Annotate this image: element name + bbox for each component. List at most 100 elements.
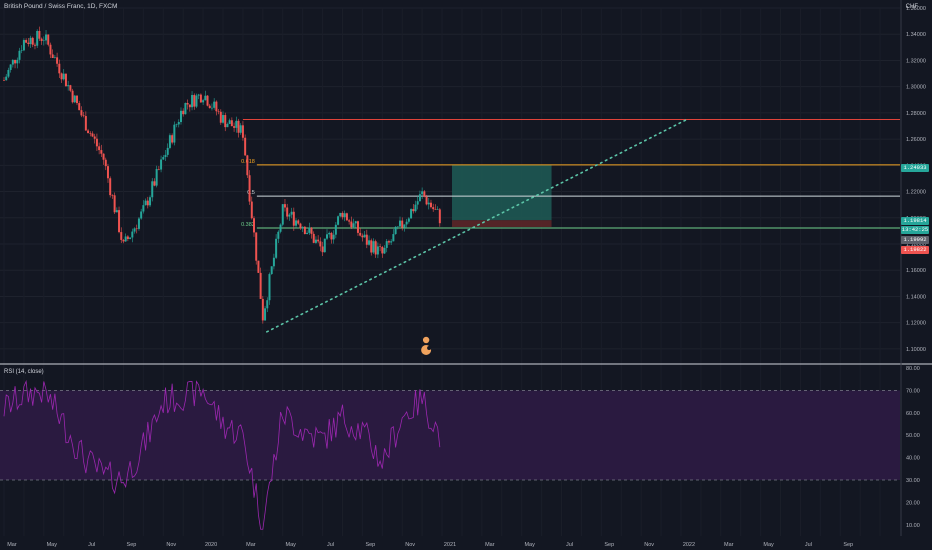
candle-body (84, 116, 87, 131)
candle-body (69, 85, 72, 91)
x-tick-label: May (47, 542, 58, 548)
candle-body (184, 102, 187, 115)
price-tag-current: 1.19814 (901, 217, 929, 225)
candle-body (87, 130, 90, 134)
candle-body (31, 37, 34, 45)
candle-body (164, 154, 167, 158)
candle-body (91, 133, 94, 137)
candle-body (275, 238, 278, 258)
candle-body (191, 95, 194, 108)
candle-body (38, 30, 41, 39)
x-tick-label: 2022 (683, 542, 695, 548)
candle-body (36, 30, 39, 46)
candle-body (188, 104, 191, 108)
candle-body (120, 232, 123, 240)
rsi-indicator-label[interactable]: RSI (14, close) (4, 369, 44, 375)
candle-body (182, 110, 185, 115)
candle-body (206, 95, 209, 106)
rsi-tick-label: 50.00 (906, 433, 920, 439)
candle-body (3, 80, 5, 81)
candle-body (372, 241, 375, 253)
candle-body (160, 159, 163, 170)
x-tick-label: Nov (644, 542, 654, 548)
candle-body (25, 40, 28, 43)
candle-body (295, 220, 298, 226)
candle-body (376, 246, 379, 255)
candle-body (197, 94, 200, 96)
candle-body (113, 195, 116, 213)
candle-body (303, 226, 306, 235)
candle-body (348, 220, 351, 222)
fib-5-label: 0.5 (247, 190, 255, 196)
candle-body (58, 63, 61, 74)
candle-body (337, 216, 340, 225)
currency-label: CHF (905, 4, 918, 10)
candle-body (323, 238, 326, 253)
candle-body (392, 234, 395, 242)
candle-body (7, 69, 10, 77)
x-tick-label: May (763, 542, 774, 548)
candle-body (42, 40, 45, 42)
stop-loss-zone (452, 220, 552, 227)
candle-body (173, 124, 176, 143)
candle-body (149, 197, 152, 206)
candle-body (157, 168, 160, 170)
candle-body (299, 223, 302, 229)
candle-body (363, 234, 366, 238)
rsi-line (3, 379, 441, 530)
candle-body (261, 298, 264, 321)
candle-body (332, 234, 335, 240)
candle-body (135, 228, 138, 230)
candle-body (401, 220, 404, 228)
candle-body (171, 135, 174, 143)
candle-body (390, 241, 393, 243)
candle-body (308, 227, 311, 233)
candle-body (432, 207, 435, 210)
x-tick-label: Mar (7, 542, 17, 548)
candle-body (179, 110, 182, 123)
candle-body (146, 200, 149, 206)
candle-body (71, 90, 74, 103)
candle-body (131, 231, 134, 238)
candle-body (235, 120, 238, 128)
x-tick-label: Sep (843, 542, 853, 548)
candle-body (100, 150, 103, 154)
y-tick-label: 1.10000 (906, 347, 926, 353)
x-tick-label: Mar (485, 542, 495, 548)
candle-body (11, 59, 14, 65)
y-tick-label: 1.32000 (906, 58, 926, 64)
x-tick-label: Nov (166, 542, 176, 548)
candle-body (151, 181, 154, 198)
rsi-tick-label: 10.00 (906, 523, 920, 529)
x-tick-label: Nov (405, 542, 415, 548)
candle-body (281, 204, 284, 225)
y-tick-label: 1.34000 (906, 32, 926, 38)
candle-body (102, 153, 105, 160)
candle-body (140, 211, 143, 219)
candle-body (416, 201, 419, 205)
candle-body (421, 191, 424, 195)
candle-body (162, 157, 165, 160)
candle-body (412, 209, 415, 212)
rsi-tick-label: 30.00 (906, 478, 920, 484)
candle-body (49, 44, 52, 55)
candle-body (310, 227, 313, 234)
candle-body (292, 211, 295, 226)
candle-body (199, 94, 202, 103)
candle-body (124, 236, 127, 242)
candle-body (341, 212, 344, 218)
candle-body (414, 204, 417, 212)
candle-body (62, 73, 65, 80)
x-tick-label: Mar (246, 542, 256, 548)
x-tick-label: Jul (566, 542, 573, 548)
candle-body (328, 232, 331, 235)
candle-body (177, 122, 180, 125)
candle-body (246, 155, 249, 176)
candle-body (27, 42, 30, 45)
candle-body (297, 220, 300, 224)
candle-body (142, 205, 145, 212)
x-tick-label: Sep (127, 542, 137, 548)
candle-body (283, 204, 286, 208)
candle-body (288, 214, 291, 217)
